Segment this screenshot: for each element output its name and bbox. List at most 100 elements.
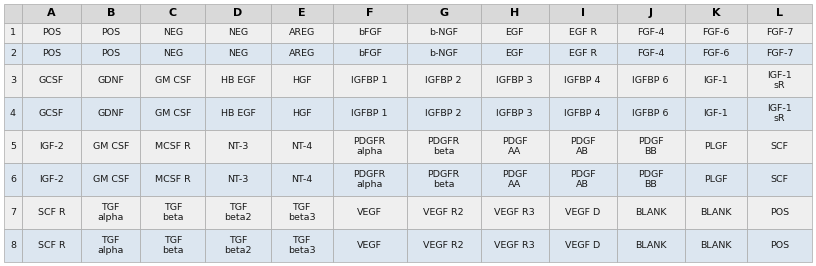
Bar [685,43,747,64]
Text: SCF R: SCF R [38,208,65,217]
Bar [206,163,271,196]
Text: AREG: AREG [289,28,315,38]
Bar [406,23,481,43]
Bar [548,23,617,43]
Bar [747,130,812,163]
Bar [22,4,81,23]
Bar [206,229,271,262]
Text: PDGFR
alpha: PDGFR alpha [353,137,386,156]
Text: PDGF
AA: PDGF AA [502,137,527,156]
Text: POS: POS [769,241,789,250]
Text: PDGF
BB: PDGF BB [638,170,663,189]
Text: PLGF: PLGF [704,142,728,151]
Bar [548,196,617,229]
Bar [22,163,81,196]
Text: 1: 1 [10,28,16,38]
Text: FGF-4: FGF-4 [637,49,664,58]
Text: GDNF: GDNF [97,109,124,118]
Text: IGFBP 2: IGFBP 2 [425,76,462,85]
Text: HGF: HGF [292,76,312,85]
Text: SCF: SCF [770,175,788,184]
Bar [481,4,548,23]
Text: PDGF
AB: PDGF AB [570,170,596,189]
Text: b-NGF: b-NGF [429,28,458,38]
Bar [333,229,406,262]
Bar [617,229,685,262]
Bar [81,229,140,262]
Bar [685,130,747,163]
Text: POS: POS [101,49,120,58]
Bar [481,196,548,229]
Text: BLANK: BLANK [700,208,732,217]
Bar [140,4,206,23]
Text: GCSF: GCSF [39,76,64,85]
Text: IGFBP 1: IGFBP 1 [352,76,388,85]
Bar [81,4,140,23]
Text: PLGF: PLGF [704,175,728,184]
Text: NT-3: NT-3 [228,175,249,184]
Bar [271,97,333,130]
Bar [4,130,22,163]
Bar [271,23,333,43]
Bar [271,163,333,196]
Text: EGF: EGF [505,49,524,58]
Text: BLANK: BLANK [700,241,732,250]
Bar [206,130,271,163]
Bar [747,229,812,262]
Text: POS: POS [769,208,789,217]
Bar [406,130,481,163]
Text: FGF-7: FGF-7 [765,49,793,58]
Bar [22,23,81,43]
Text: POS: POS [101,28,120,38]
Bar [4,43,22,64]
Bar [206,64,271,97]
Bar [747,4,812,23]
Text: VEGF: VEGF [357,241,382,250]
Text: BLANK: BLANK [635,241,667,250]
Text: 5: 5 [10,142,16,151]
Text: IGF-2: IGF-2 [39,175,64,184]
Bar [22,64,81,97]
Bar [406,163,481,196]
Bar [747,23,812,43]
Bar [140,97,206,130]
Bar [140,196,206,229]
Bar [271,64,333,97]
Bar [333,163,406,196]
Bar [271,130,333,163]
Bar [481,64,548,97]
Bar [140,43,206,64]
Bar [333,196,406,229]
Bar [140,23,206,43]
Bar [685,229,747,262]
Bar [548,64,617,97]
Bar [4,97,22,130]
Bar [747,64,812,97]
Bar [685,163,747,196]
Bar [685,64,747,97]
Text: PDGF
AA: PDGF AA [502,170,527,189]
Text: GM CSF: GM CSF [92,175,129,184]
Text: FGF-7: FGF-7 [765,28,793,38]
Text: bFGF: bFGF [357,28,382,38]
Text: b-NGF: b-NGF [429,49,458,58]
Bar [4,196,22,229]
Text: IGF-2: IGF-2 [39,142,64,151]
Bar [4,229,22,262]
Text: B: B [107,8,115,18]
Bar [22,43,81,64]
Text: 7: 7 [10,208,16,217]
Text: GDNF: GDNF [97,76,124,85]
Bar [333,43,406,64]
Text: PDGF
BB: PDGF BB [638,137,663,156]
Text: NT-4: NT-4 [291,175,313,184]
Text: IGF-1: IGF-1 [703,76,728,85]
Text: C: C [169,8,177,18]
Text: SCF R: SCF R [38,241,65,250]
Text: HB EGF: HB EGF [220,76,255,85]
Bar [271,229,333,262]
Text: F: F [366,8,374,18]
Text: EGF R: EGF R [569,49,596,58]
Text: MCSF R: MCSF R [155,175,191,184]
Bar [617,43,685,64]
